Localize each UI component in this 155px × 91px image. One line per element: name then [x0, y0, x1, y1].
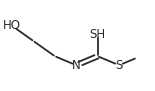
Text: SH: SH: [90, 28, 106, 41]
Text: S: S: [115, 59, 123, 72]
Text: N: N: [72, 59, 81, 72]
Text: HO: HO: [3, 19, 21, 32]
